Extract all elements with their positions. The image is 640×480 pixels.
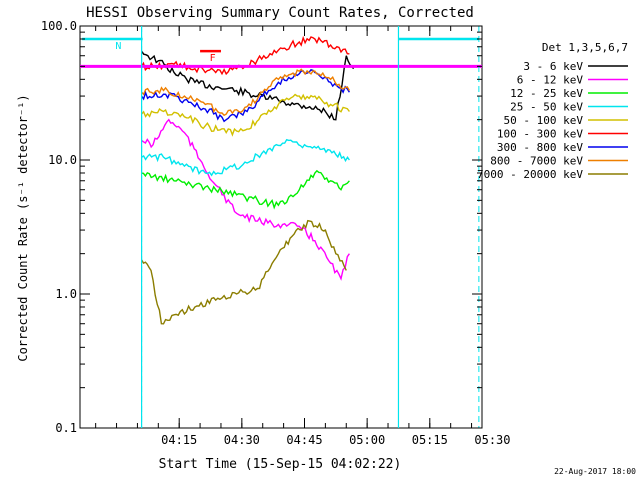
y-axis-label: Corrected Count Rate (s⁻¹ detector⁻¹) <box>16 94 30 361</box>
series-line <box>141 169 350 210</box>
x-tick-label: 04:15 <box>161 433 197 447</box>
legend-entry-label: 25 - 50 keV <box>510 101 583 114</box>
data-layer <box>140 35 355 325</box>
x-tick-label: 04:30 <box>224 433 260 447</box>
legend-entry-label: 300 - 800 keV <box>497 141 583 154</box>
legend-entry-label: 7000 - 20000 keV <box>477 168 583 181</box>
series-line <box>141 68 351 117</box>
legend-entry-label: 100 - 300 keV <box>497 128 583 141</box>
x-tick-label: 05:00 <box>349 433 385 447</box>
series-line <box>141 138 350 177</box>
chart-title: HESSI Observing Summary Count Rates, Cor… <box>86 5 474 21</box>
marker-layer: NF <box>80 26 482 428</box>
x-tick-label: 05:30 <box>474 433 510 447</box>
y-tick-label: 10.0 <box>48 153 77 167</box>
x-axis-label: Start Time (15-Sep-15 04:02:22) <box>159 457 402 472</box>
plot-frame <box>79 25 483 429</box>
marker-label: F <box>210 53 216 64</box>
legend-entry-label: 6 - 12 keV <box>517 74 584 87</box>
series-line <box>140 219 347 325</box>
series-line <box>141 118 350 281</box>
x-tick-label: 05:15 <box>412 433 448 447</box>
series-line <box>141 50 355 121</box>
legend-entry-label: 12 - 25 keV <box>510 87 583 100</box>
legend-title: Det 1,3,5,6,7 <box>542 41 628 54</box>
y-tick-label: 100.0 <box>41 19 77 33</box>
series-line <box>141 93 350 137</box>
footer-timestamp: 22-Aug-2017 18:00 <box>554 467 636 476</box>
legend-entry-label: 800 - 7000 keV <box>490 155 583 168</box>
y-tick-label: 1.0 <box>55 287 77 301</box>
legend-entry-label: 3 - 6 keV <box>523 60 583 73</box>
legend-entry-label: 50 - 100 keV <box>504 114 584 127</box>
tick-layer: 0.1 1.0 10.0 100.0 04:15 04:30 04:45 05:00 05:15… <box>41 19 511 447</box>
x-tick-label: 04:45 <box>286 433 322 447</box>
y-tick-label: 0.1 <box>55 421 77 435</box>
marker-label: N <box>115 41 121 52</box>
